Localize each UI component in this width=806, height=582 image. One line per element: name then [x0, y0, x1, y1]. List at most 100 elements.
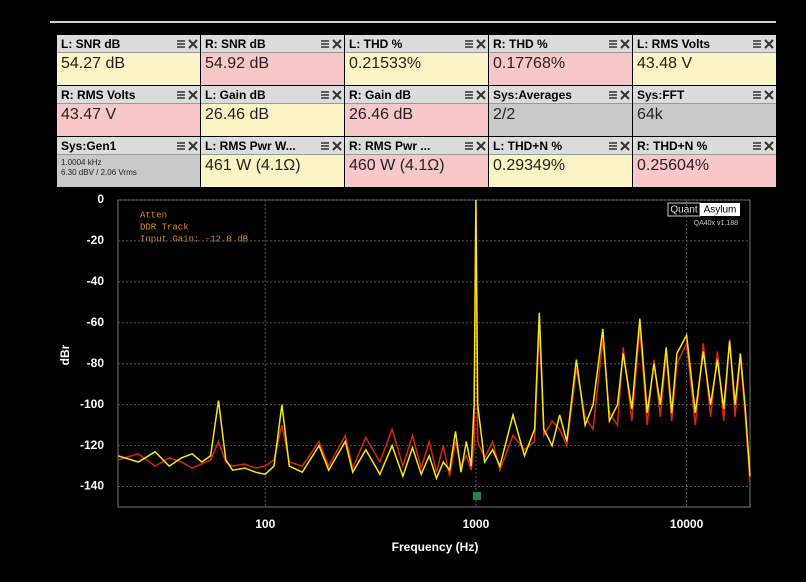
- tile-controls[interactable]: [608, 89, 630, 101]
- x-tick-label: 1000: [463, 517, 490, 531]
- brand: Quant: [670, 205, 697, 216]
- close-icon: [188, 38, 198, 49]
- close-icon: [332, 38, 342, 49]
- tile-controls[interactable]: [320, 38, 342, 50]
- tile-value: 0.25604%: [633, 155, 776, 187]
- tile-title: L: Gain dB: [205, 87, 266, 102]
- tile-title: L: THD+N %: [493, 138, 562, 153]
- tile-header: L: RMS Pwr W...: [201, 137, 344, 155]
- tile-header: L: SNR dB: [57, 35, 200, 53]
- tile-header: L: Gain dB: [201, 86, 344, 104]
- tile-header: L: THD+N %: [489, 137, 632, 155]
- version: QA40x v1.188: [694, 220, 738, 227]
- tile-value: 460 W (4.1Ω): [345, 155, 488, 187]
- y-tick-label: -60: [87, 315, 105, 329]
- tile-value: 26.46 dB: [201, 104, 344, 136]
- tile: L: THD+N % 0.29349%: [489, 137, 632, 187]
- tile-header: R: Gain dB: [345, 86, 488, 104]
- tile-value: 54.27 dB: [57, 53, 200, 85]
- brand-box: [700, 203, 740, 216]
- tile-value: 461 W (4.1Ω): [201, 155, 344, 187]
- tile-header: R: RMS Pwr ...: [345, 137, 488, 155]
- tile-header: R: THD %: [489, 35, 632, 53]
- tile-controls[interactable]: [752, 38, 774, 50]
- tile-controls[interactable]: [464, 89, 486, 101]
- close-icon: [188, 140, 198, 151]
- tile-header: R: SNR dB: [201, 35, 344, 53]
- tile: R: THD % 0.17768%: [489, 35, 632, 85]
- tile-value: 0.29349%: [489, 155, 632, 187]
- tile-controls[interactable]: [608, 38, 630, 50]
- tile-header: R: THD+N %: [633, 137, 776, 155]
- tile-header: L: RMS Volts: [633, 35, 776, 53]
- annotation: Input Gain: -12.0 dB: [140, 234, 249, 244]
- tile-title: Sys:FFT: [637, 87, 685, 102]
- y-tick-label: -40: [87, 274, 105, 288]
- close-icon: [764, 140, 774, 151]
- tile-header: Sys:FFT: [633, 86, 776, 104]
- tile: L: THD % 0.21533%: [345, 35, 488, 85]
- tile-title: L: SNR dB: [61, 36, 121, 51]
- close-icon: [620, 38, 630, 49]
- tile-header: Sys:Averages: [489, 86, 632, 104]
- tile-controls[interactable]: [464, 140, 486, 152]
- annotation: DDR Track: [140, 222, 189, 232]
- tile-value: 1.0004 kHz 6.30 dBV / 2.06 Vrms: [57, 155, 200, 187]
- y-tick-label: -140: [80, 479, 104, 493]
- close-icon: [620, 140, 630, 151]
- tile-title: R: RMS Volts: [61, 87, 136, 102]
- tile-line: 6.30 dBV / 2.06 Vrms: [61, 168, 137, 177]
- tile-grid: L: SNR dB 54.27 dB R: SNR dB 54.92 dB L: THD…: [57, 35, 776, 187]
- tile-line: 1.0004 kHz: [61, 158, 102, 167]
- tile: R: THD+N % 0.25604%: [633, 137, 776, 187]
- close-icon: [764, 38, 774, 49]
- tile-title: R: RMS Pwr ...: [349, 138, 431, 153]
- close-icon: [332, 89, 342, 100]
- brand: Asylum: [704, 205, 737, 216]
- tile-controls[interactable]: [752, 89, 774, 101]
- close-icon: [332, 140, 342, 151]
- tile: R: RMS Pwr ... 460 W (4.1Ω): [345, 137, 488, 187]
- close-icon: [620, 89, 630, 100]
- tile-value: 54.92 dB: [201, 53, 344, 85]
- tile-controls[interactable]: [176, 89, 198, 101]
- tile: L: SNR dB 54.27 dB: [57, 35, 200, 85]
- tile-title: L: RMS Pwr W...: [205, 138, 296, 153]
- tile-controls[interactable]: [464, 38, 486, 50]
- tile-controls[interactable]: [752, 140, 774, 152]
- tile-controls[interactable]: [320, 140, 342, 152]
- y-tick-label: -100: [80, 397, 104, 411]
- close-icon: [188, 89, 198, 100]
- tile: R: SNR dB 54.92 dB: [201, 35, 344, 85]
- tile-title: R: THD+N %: [637, 138, 708, 153]
- tile-controls[interactable]: [176, 140, 198, 152]
- tile-controls[interactable]: [176, 38, 198, 50]
- tile-title: R: SNR dB: [205, 36, 266, 51]
- x-axis-label: Frequency (Hz): [392, 540, 479, 554]
- tile-title: R: THD %: [493, 36, 548, 51]
- tile: L: RMS Volts 43.48 V: [633, 35, 776, 85]
- tile: Sys:Averages 2/2: [489, 86, 632, 136]
- close-icon: [476, 140, 486, 151]
- tile-title: L: THD %: [349, 36, 403, 51]
- tile-value: 0.17768%: [489, 53, 632, 85]
- y-tick-label: 0: [97, 192, 104, 206]
- tile-header: R: RMS Volts: [57, 86, 200, 104]
- x-tick-label: 100: [255, 517, 275, 531]
- y-tick-label: -20: [87, 233, 105, 247]
- annotation: Atten: [140, 210, 167, 220]
- tile: Sys:Gen1 1.0004 kHz 6.30 dBV / 2.06 Vrms: [57, 137, 200, 187]
- tile-value: 43.47 V: [57, 104, 200, 136]
- tile-controls[interactable]: [608, 140, 630, 152]
- tile-value: 64k: [633, 104, 776, 136]
- tile-title: L: RMS Volts: [637, 36, 711, 51]
- close-icon: [476, 89, 486, 100]
- tile-value: 43.48 V: [633, 53, 776, 85]
- tile-value: 26.46 dB: [345, 104, 488, 136]
- spectrum-line: [117, 199, 751, 481]
- tile-controls[interactable]: [320, 89, 342, 101]
- tile: Sys:FFT 64k: [633, 86, 776, 136]
- y-axis-label: dBr: [58, 344, 72, 365]
